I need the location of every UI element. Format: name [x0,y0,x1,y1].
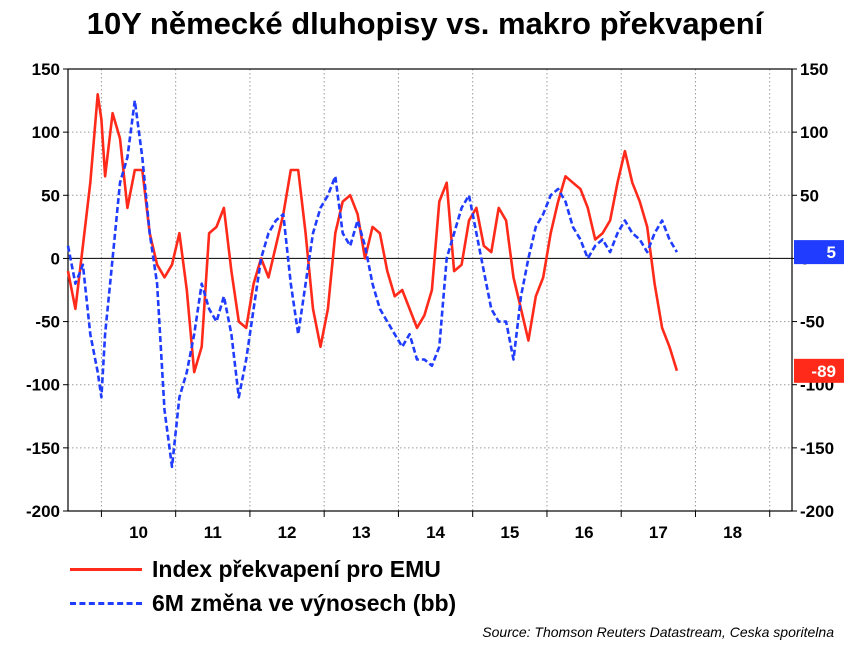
y-tick-label-left: 150 [32,60,60,79]
y-tick-label-left: 100 [32,123,60,142]
y-tick-label-right: -50 [800,313,825,332]
legend-label-yield-change: 6M změna ve výnosech (bb) [152,589,457,616]
x-tick-label: 11 [204,523,222,542]
x-tick-label: 13 [352,523,371,542]
legend-swatch-blue [70,601,142,605]
x-tick-label: 15 [500,523,519,542]
source-note: Source: Thomson Reuters Datastream, Cesk… [482,624,834,640]
legend-label-surprise-index: Index překvapení pro EMU [152,555,441,582]
y-tick-label-left: -200 [26,502,60,521]
value-badge-red [794,358,844,383]
chart-title: 10Y německé dluhopisy vs. makro překvape… [86,6,764,41]
plot-frame [67,68,793,512]
y-tick-label-left: -100 [26,376,60,395]
value-badges: 5 -89 [794,240,844,383]
y-tick-label-right: -200 [800,502,834,521]
legend-item-surprise-index: Index překvapení pro EMU [70,552,456,586]
y-tick-label-left: -150 [26,439,60,458]
legend-item-yield-change: 6M změna ve výnosech (bb) [70,586,456,620]
grid [68,69,792,511]
x-tick-label: 16 [575,523,594,542]
value-badge-red-label: -89 [811,362,836,381]
value-badge-blue-label: 5 [827,243,836,262]
x-tick-label: 17 [649,523,668,542]
y-tick-label-right: 50 [800,186,819,205]
y-tick-label-right: -150 [800,439,834,458]
series-lines [66,93,679,469]
series-line-yield-change [66,99,679,469]
value-badge-blue [794,240,844,265]
y-tick-label-left: -50 [35,313,60,332]
plot-area [68,69,792,511]
legend-swatch-red [70,567,142,571]
series-line-surprise-index [66,93,679,374]
y-tick-label-left: 0 [51,249,60,268]
y-tick-label-right: 100 [800,123,828,142]
y-tick-label-right: 150 [800,60,828,79]
x-tick-label: 10 [129,523,148,542]
legend: Index překvapení pro EMU 6M změna ve výn… [70,552,456,620]
x-tick-label: 14 [426,523,445,542]
x-tick-label: 12 [278,523,297,542]
y-tick-label-left: 50 [41,186,60,205]
x-tick-label: 18 [723,523,742,542]
